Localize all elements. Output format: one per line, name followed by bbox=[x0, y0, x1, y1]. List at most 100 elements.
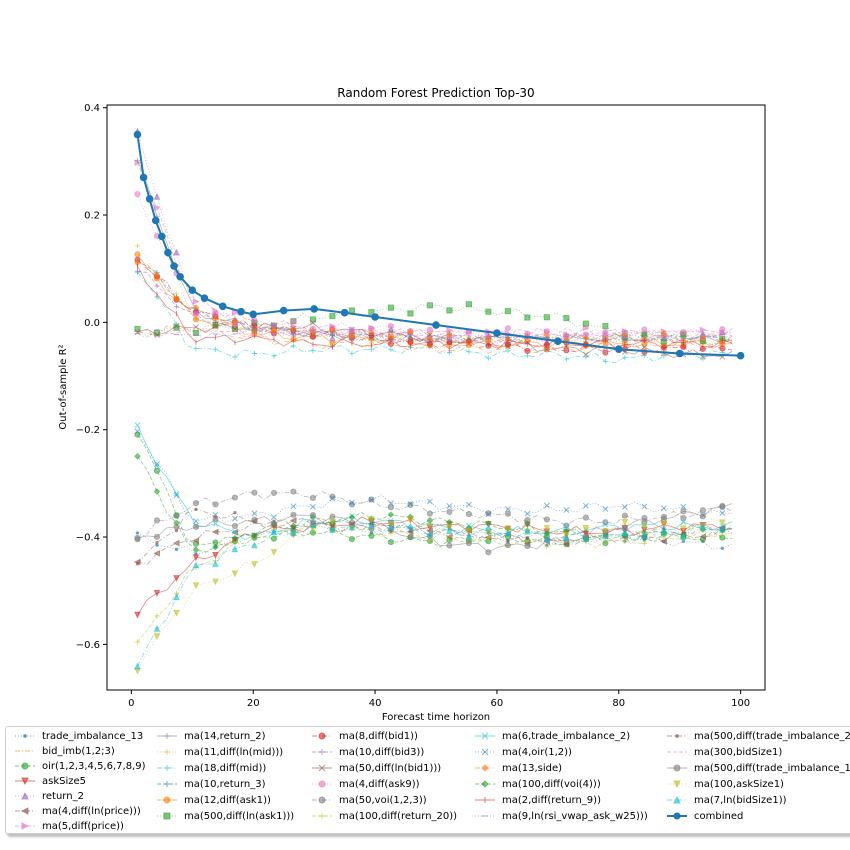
data-point bbox=[155, 540, 159, 545]
data-point bbox=[601, 532, 609, 540]
data-point bbox=[270, 520, 278, 527]
data-point bbox=[466, 349, 472, 355]
series-4 bbox=[134, 127, 733, 346]
data-point bbox=[231, 522, 239, 530]
data-point bbox=[153, 192, 161, 200]
data-point bbox=[271, 353, 277, 359]
data-point bbox=[719, 509, 726, 516]
y-axis: −0.6 −0.4 −0.2 0.0 0.2 0.4 bbox=[76, 103, 107, 651]
data-point bbox=[153, 624, 161, 632]
data-point bbox=[329, 526, 336, 533]
legend-item: ma(13,side) bbox=[474, 760, 562, 776]
data-point bbox=[270, 326, 278, 334]
data-point bbox=[504, 529, 512, 537]
data-point bbox=[309, 521, 317, 528]
data-point bbox=[176, 272, 184, 281]
data-point bbox=[251, 322, 258, 329]
data-point bbox=[543, 516, 550, 523]
data-point bbox=[679, 532, 687, 540]
data-point bbox=[504, 526, 512, 533]
data-point bbox=[218, 302, 227, 311]
x-tick-label: 60 bbox=[491, 698, 504, 709]
data-point bbox=[192, 518, 199, 525]
legend-item: ma(500,diff(ln(ask1))) bbox=[156, 808, 294, 824]
data-point bbox=[543, 502, 550, 509]
legend-label: ma(18,diff(mid)) bbox=[184, 762, 267, 774]
data-point bbox=[139, 173, 148, 182]
data-point bbox=[680, 503, 687, 510]
data-point bbox=[192, 310, 200, 318]
data-point bbox=[154, 283, 160, 289]
data-point bbox=[270, 514, 277, 521]
data-point bbox=[212, 315, 219, 323]
data-point bbox=[290, 318, 297, 325]
data-point bbox=[173, 575, 180, 582]
data-point bbox=[231, 528, 239, 536]
data-point bbox=[251, 532, 258, 539]
data-point bbox=[680, 519, 687, 526]
data-point bbox=[543, 535, 551, 543]
y-tick-label: −0.6 bbox=[76, 640, 100, 651]
data-point bbox=[154, 461, 160, 467]
data-point bbox=[446, 307, 453, 314]
data-point bbox=[211, 528, 219, 536]
legend-swatch bbox=[157, 765, 177, 771]
data-point bbox=[270, 489, 278, 497]
data-point bbox=[641, 514, 648, 522]
data-point bbox=[699, 533, 706, 540]
data-point bbox=[249, 310, 258, 319]
data-point bbox=[426, 516, 434, 524]
data-point bbox=[251, 541, 258, 549]
data-point bbox=[426, 331, 433, 338]
data-point bbox=[446, 542, 453, 549]
data-point bbox=[407, 522, 414, 530]
legend: trade_imbalance_13 bid_imb(1,2;3) oir(1,2,… bbox=[5, 726, 850, 834]
data-point bbox=[192, 582, 200, 590]
data-point bbox=[309, 494, 317, 501]
data-point bbox=[270, 528, 278, 536]
data-point bbox=[173, 248, 180, 256]
legend-label: ma(8,diff(bid1)) bbox=[339, 730, 418, 742]
data-point bbox=[446, 503, 453, 509]
data-point bbox=[231, 534, 239, 542]
data-point bbox=[602, 505, 609, 512]
legend-item: oir(1,2,3,4,5,6,7,8,9) bbox=[14, 758, 146, 774]
data-point bbox=[154, 463, 160, 470]
data-point bbox=[212, 552, 219, 559]
data-point bbox=[602, 358, 608, 365]
legend-swatch bbox=[667, 764, 687, 772]
data-point bbox=[602, 349, 609, 356]
data-point bbox=[622, 354, 628, 361]
legend-item: ma(50,diff(ln(bid1))) bbox=[311, 760, 441, 776]
data-point bbox=[621, 504, 628, 510]
data-point bbox=[368, 516, 375, 524]
data-point bbox=[135, 531, 140, 535]
data-point bbox=[251, 510, 258, 517]
data-point bbox=[290, 529, 297, 536]
data-point bbox=[660, 505, 667, 512]
legend-swatch bbox=[15, 777, 35, 786]
legend-label: ma(12,diff(ask1)) bbox=[184, 794, 271, 806]
data-point bbox=[387, 304, 395, 311]
data-point bbox=[231, 570, 239, 578]
legend-item: ma(100,diff(return_20)) bbox=[311, 808, 457, 824]
data-point bbox=[251, 489, 258, 496]
data-point bbox=[153, 272, 161, 279]
y-axis-label: Out-of-sample R² bbox=[58, 344, 69, 429]
data-point bbox=[426, 302, 434, 309]
data-point bbox=[368, 532, 375, 540]
series-30 bbox=[133, 130, 745, 360]
series-line bbox=[137, 518, 733, 672]
data-point bbox=[504, 506, 511, 512]
data-point bbox=[387, 538, 395, 546]
data-point bbox=[485, 355, 491, 361]
data-point bbox=[641, 540, 647, 547]
data-point bbox=[192, 298, 200, 305]
data-point bbox=[134, 534, 141, 541]
legend-item: bid_imb(1,2;3) bbox=[14, 743, 115, 759]
data-point bbox=[485, 549, 492, 556]
legend-item: ma(500,diff(trade_imbalance_1 bbox=[666, 760, 850, 776]
series-line bbox=[137, 131, 733, 344]
data-point bbox=[134, 268, 141, 274]
x-axis-label: Forecast time horizon bbox=[382, 712, 490, 723]
